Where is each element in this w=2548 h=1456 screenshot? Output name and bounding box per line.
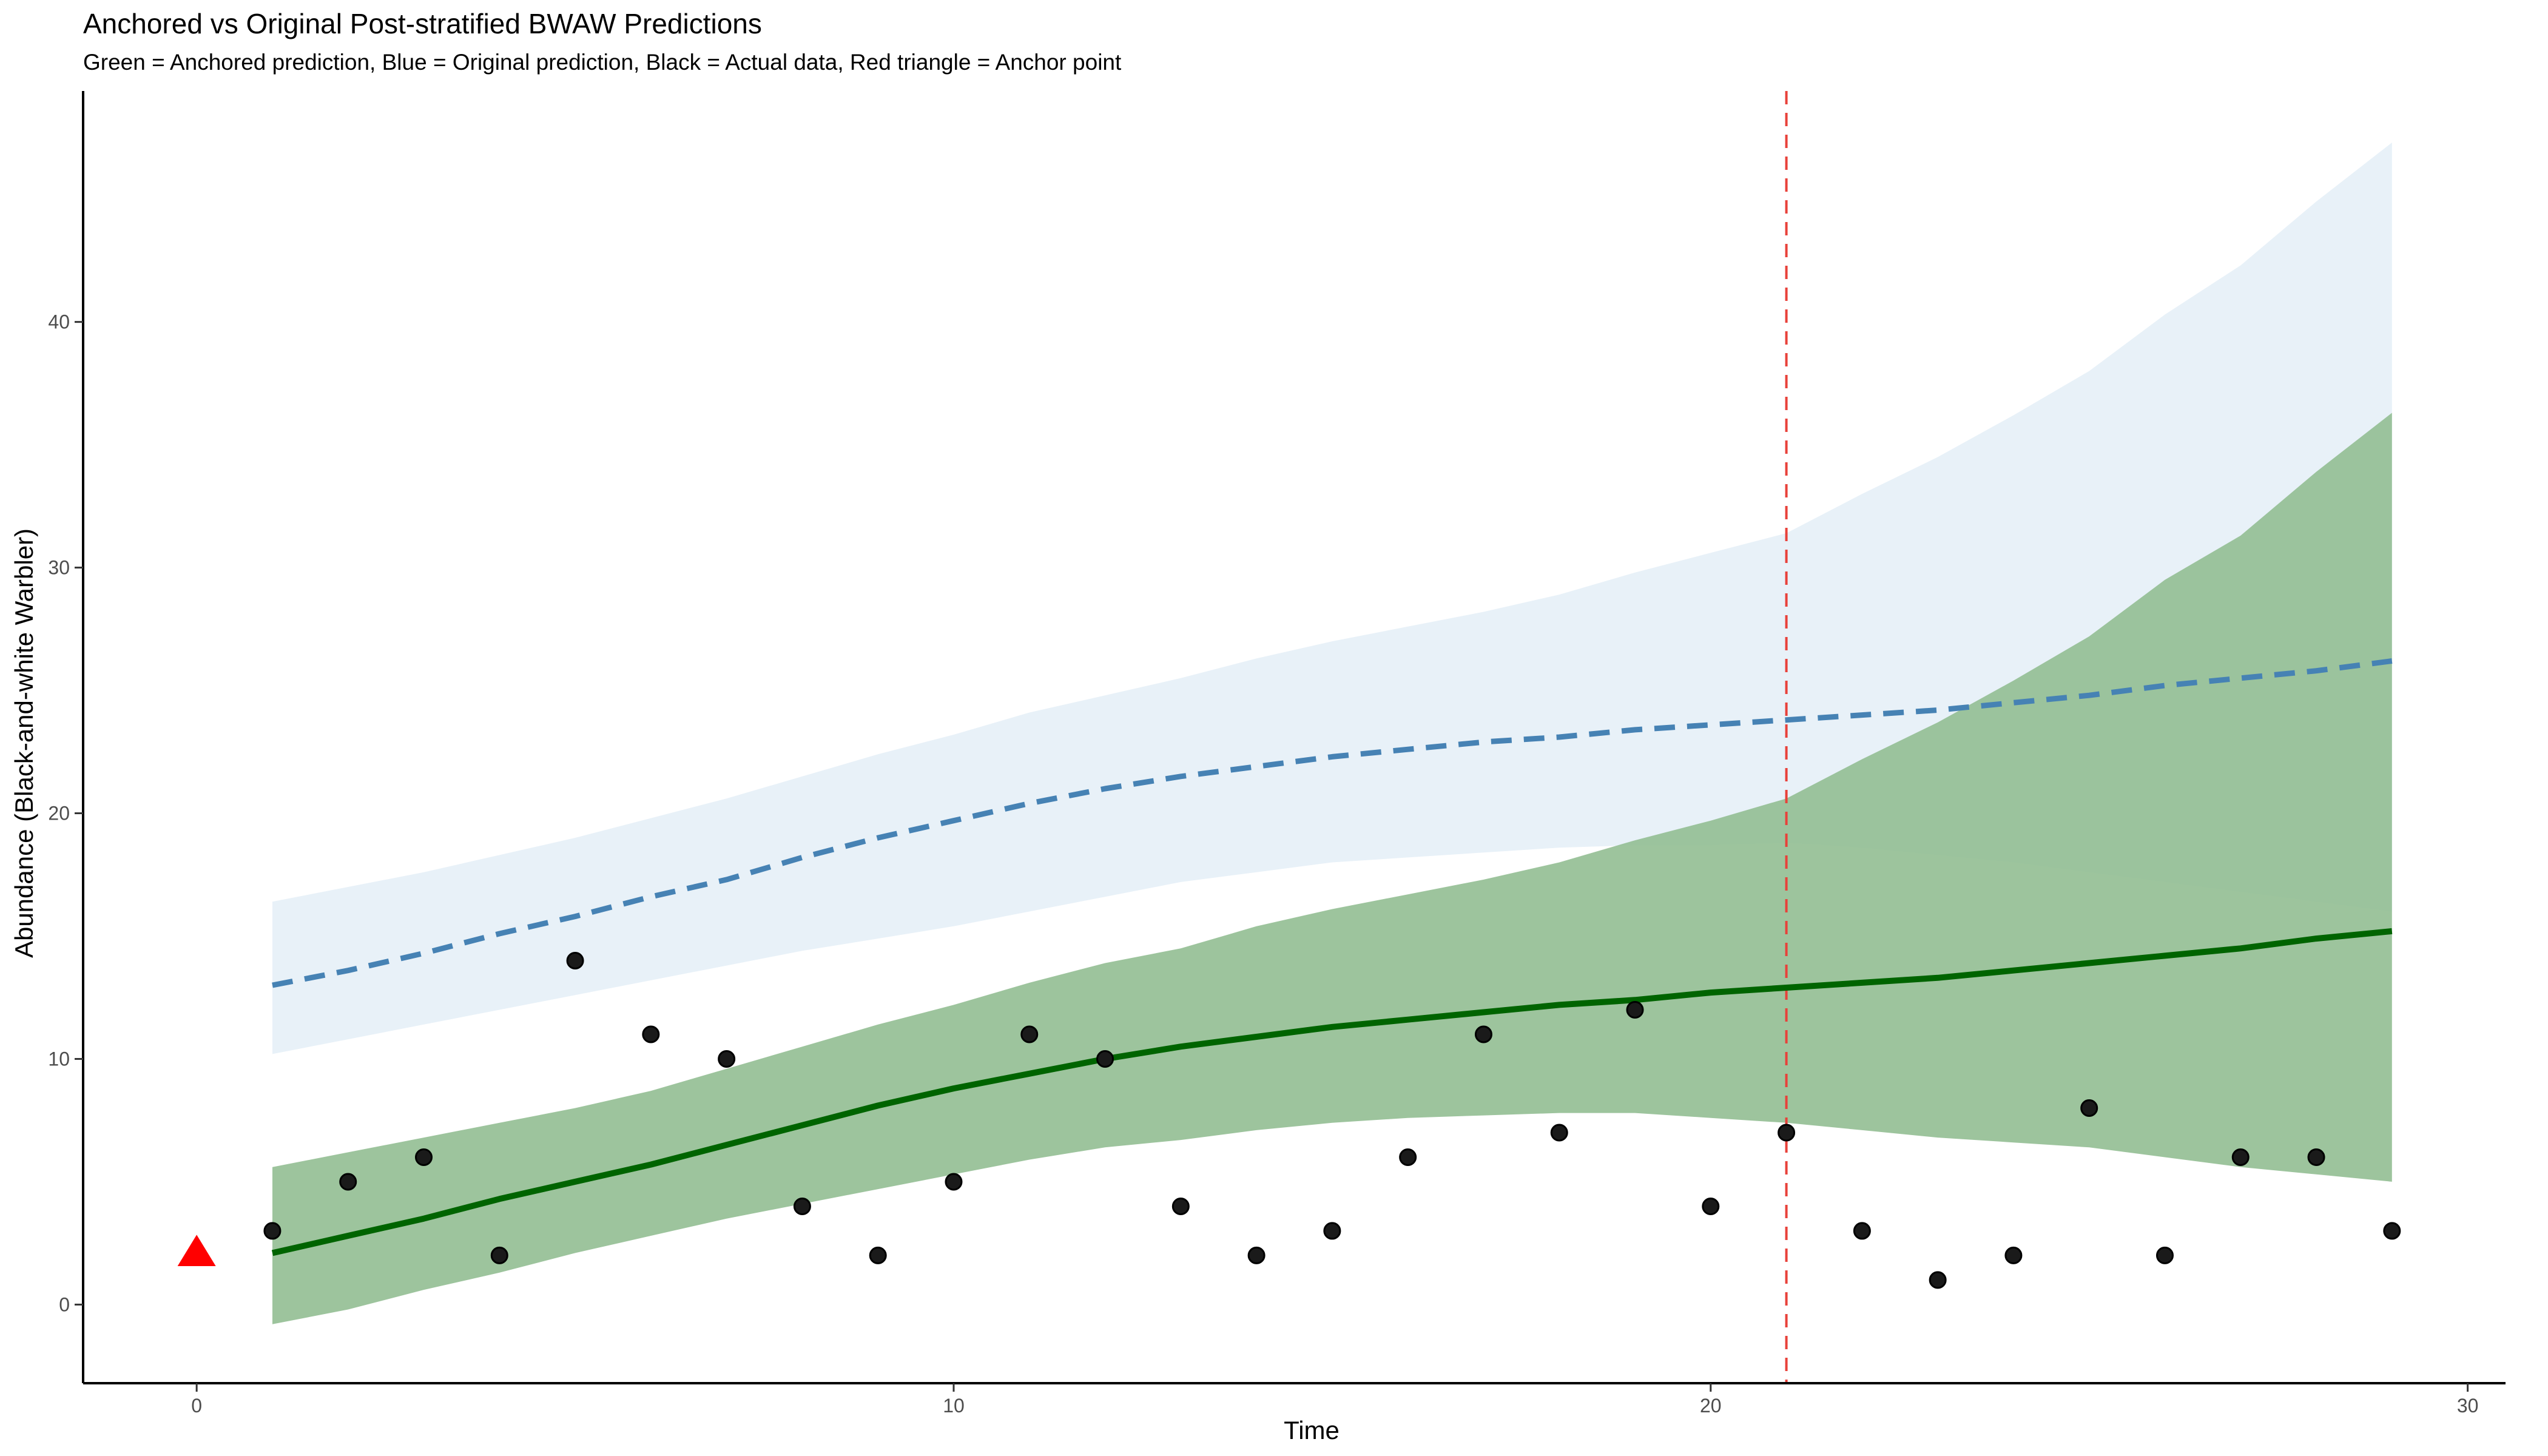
actual-data-points bbox=[263, 951, 2401, 1289]
data-point bbox=[1626, 1000, 1644, 1019]
y-tick-label: 20 bbox=[48, 803, 70, 824]
anchored-prediction-line bbox=[271, 928, 2393, 1256]
data-point bbox=[2004, 1246, 2023, 1264]
y-tick-label: 10 bbox=[48, 1048, 70, 1070]
data-point bbox=[1702, 1197, 1720, 1215]
data-point bbox=[2231, 1148, 2250, 1166]
data-point bbox=[718, 1050, 736, 1068]
data-point bbox=[642, 1025, 660, 1043]
data-point bbox=[339, 1173, 357, 1191]
data-point bbox=[1929, 1271, 1947, 1289]
data-point bbox=[1778, 1124, 1796, 1142]
data-point bbox=[1550, 1124, 1568, 1142]
data-point bbox=[2155, 1246, 2174, 1264]
x-tick-label: 20 bbox=[1700, 1395, 1722, 1417]
chart-title: Anchored vs Original Post-stratified BWA… bbox=[83, 8, 762, 39]
data-point bbox=[793, 1197, 811, 1215]
data-point bbox=[1020, 1025, 1039, 1043]
y-tick-label: 40 bbox=[48, 311, 70, 333]
data-point bbox=[1323, 1222, 1341, 1240]
x-tick-label: 30 bbox=[2457, 1395, 2479, 1417]
data-point bbox=[2080, 1099, 2098, 1117]
anchor-point-group bbox=[177, 1235, 216, 1266]
data-point bbox=[1399, 1148, 1417, 1166]
data-point bbox=[1096, 1050, 1114, 1068]
original-prediction-line bbox=[272, 658, 2393, 988]
data-point bbox=[1171, 1197, 1190, 1215]
data-point bbox=[415, 1148, 433, 1166]
data-point bbox=[1247, 1246, 1266, 1264]
y-axis-title: Abundance (Black-and-white Warbler) bbox=[10, 528, 38, 958]
anchored-prediction-band bbox=[272, 413, 2392, 1324]
y-tick-label: 30 bbox=[48, 557, 70, 579]
data-point bbox=[566, 951, 584, 969]
data-point bbox=[945, 1173, 963, 1191]
data-point bbox=[490, 1246, 508, 1264]
x-axis-title: Time bbox=[1284, 1416, 1340, 1444]
confidence-bands bbox=[272, 143, 2392, 1324]
x-tick-label: 0 bbox=[191, 1395, 202, 1417]
x-tick-label: 10 bbox=[943, 1395, 965, 1417]
data-point bbox=[2383, 1222, 2401, 1240]
chart-subtitle: Green = Anchored prediction, Blue = Orig… bbox=[83, 50, 1122, 75]
axes: 0 10 20 30 0 10 20 30 40 bbox=[48, 91, 2506, 1417]
data-point bbox=[1853, 1222, 1871, 1240]
y-tick-label: 0 bbox=[59, 1293, 70, 1315]
anchor-point bbox=[177, 1235, 216, 1266]
data-point bbox=[869, 1246, 887, 1264]
data-point bbox=[2307, 1148, 2325, 1166]
prediction-lines bbox=[271, 658, 2393, 1256]
data-point bbox=[1474, 1025, 1492, 1043]
data-point bbox=[263, 1222, 281, 1240]
